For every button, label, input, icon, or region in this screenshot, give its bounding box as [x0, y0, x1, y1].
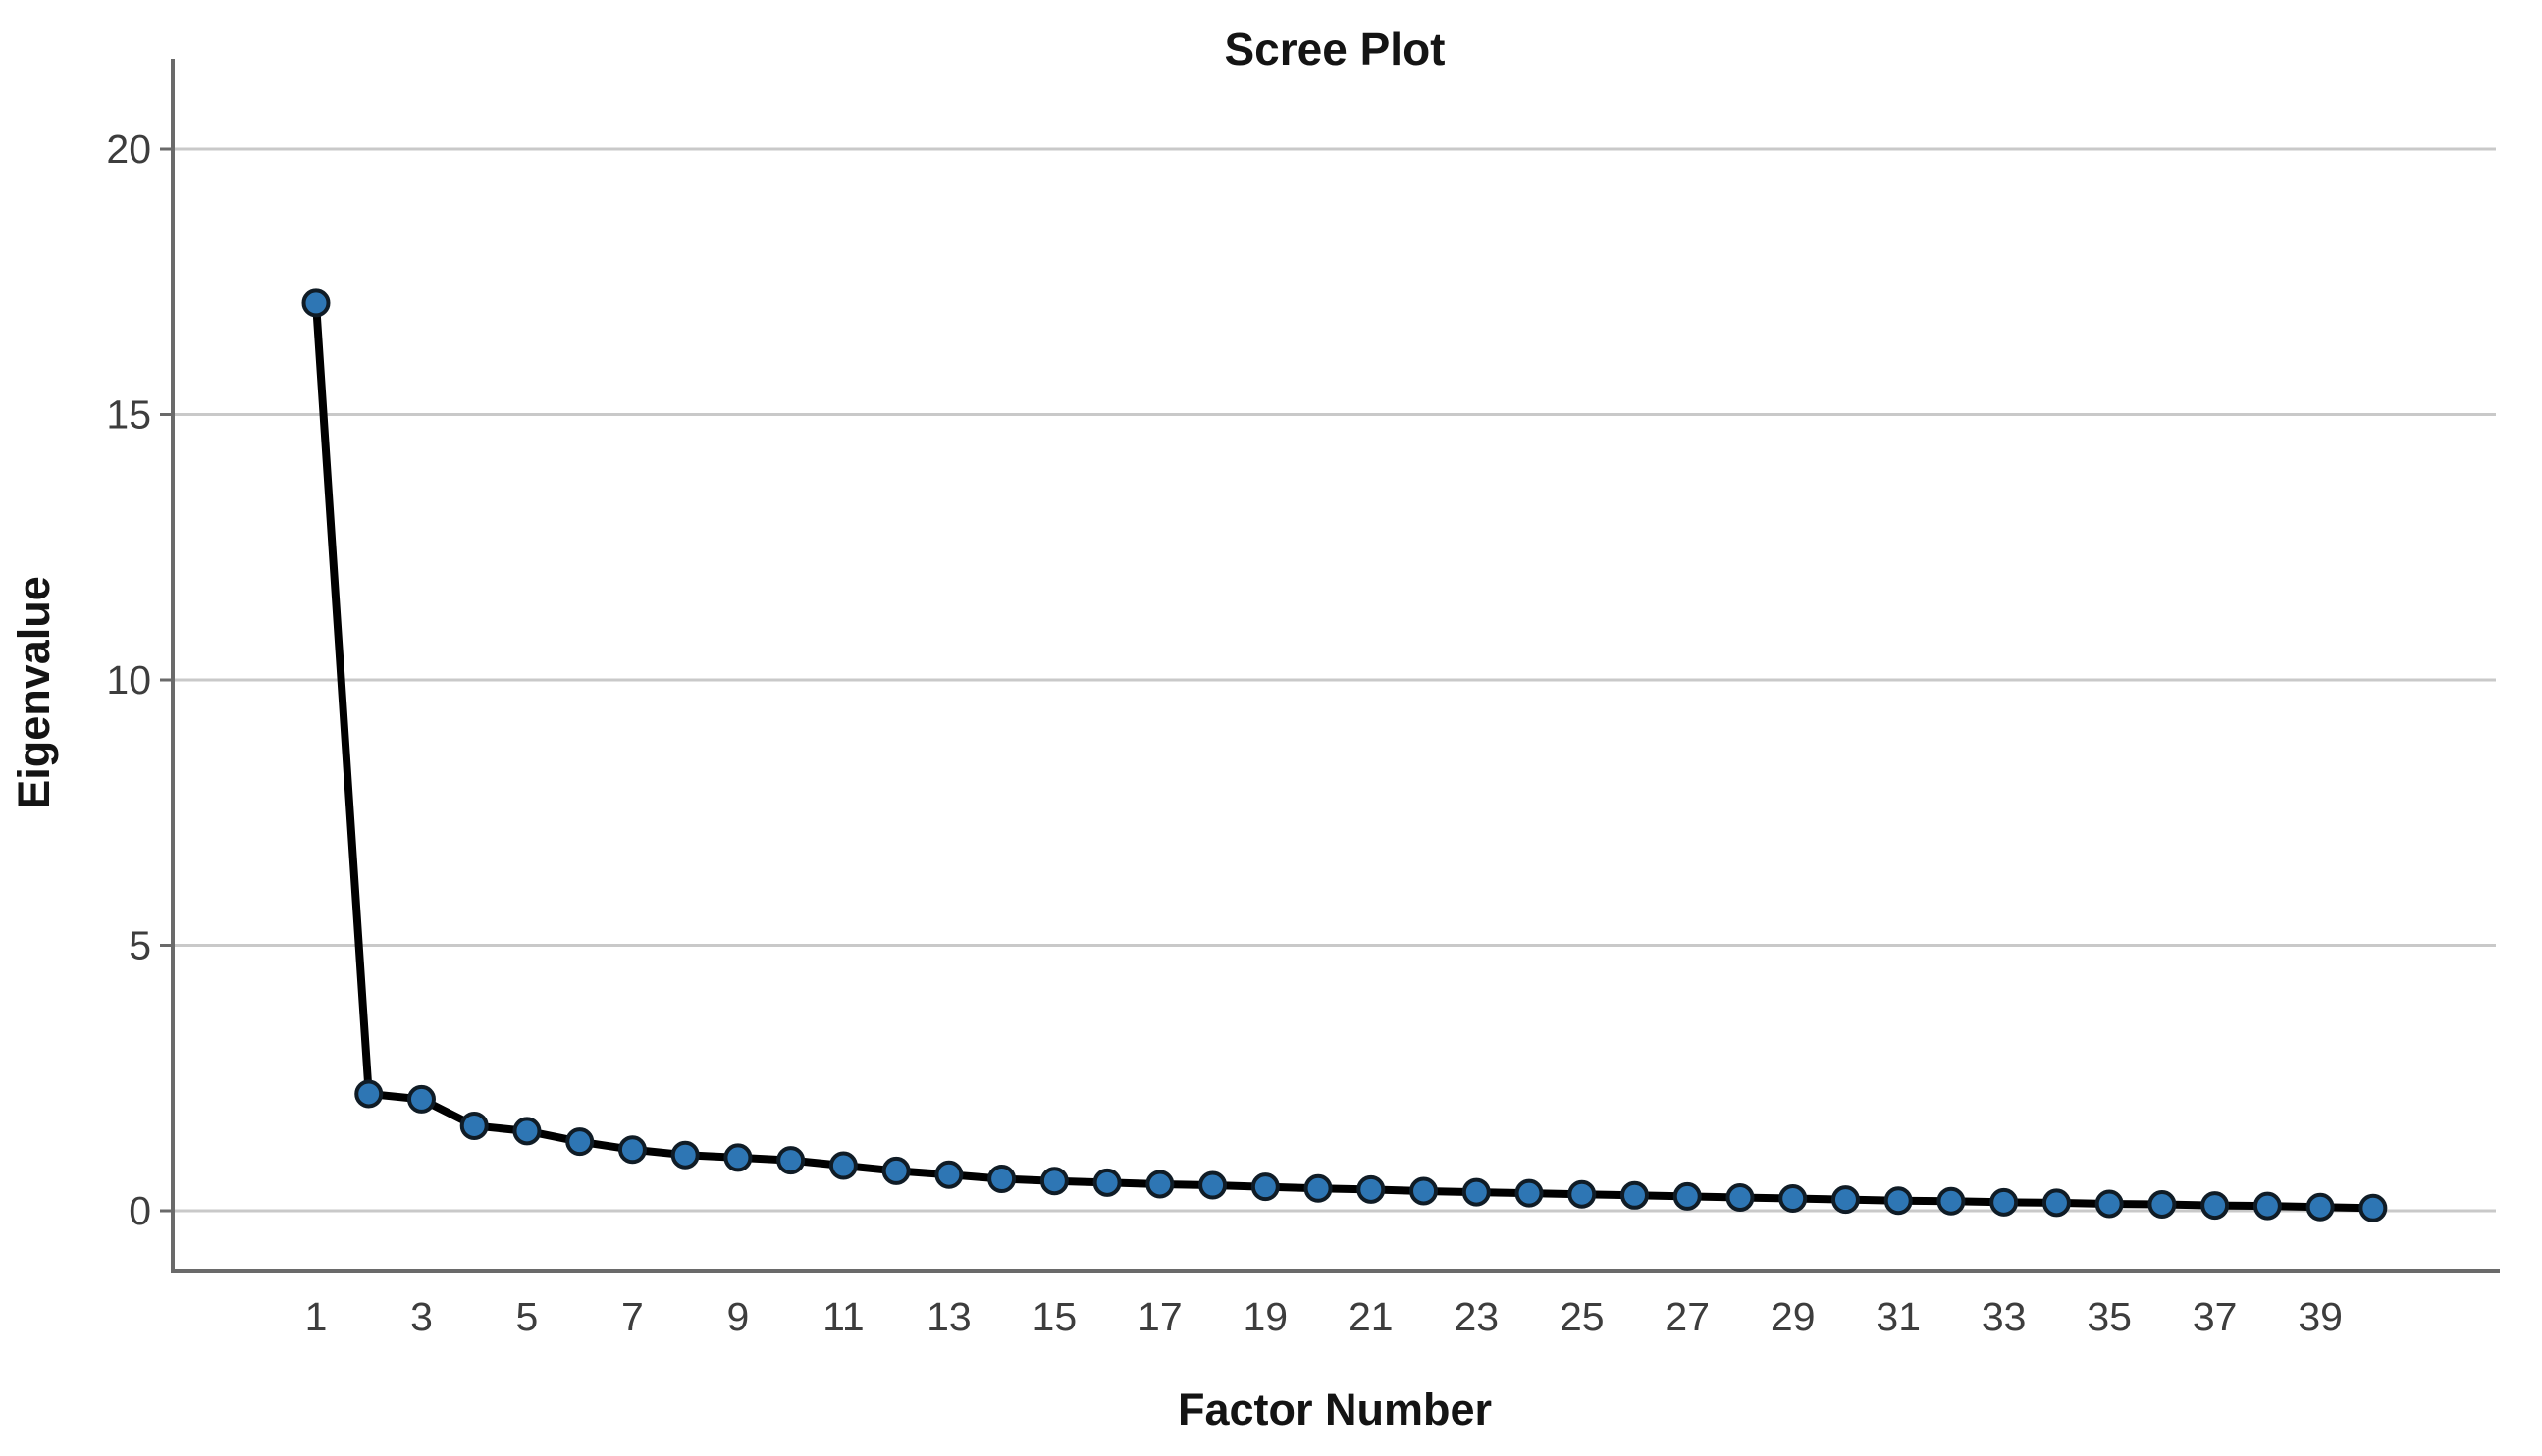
data-point-factor-22: [1409, 1176, 1439, 1206]
data-point-factor-31: [1883, 1186, 1913, 1216]
data-point-factor-10: [776, 1146, 806, 1175]
data-point-factor-4: [459, 1111, 489, 1140]
data-point-factor-33: [1989, 1187, 2019, 1217]
data-point-factor-9: [723, 1143, 753, 1172]
data-point-factor-7: [617, 1135, 647, 1165]
axes: [160, 59, 2500, 1273]
data-point-factor-11: [828, 1151, 858, 1180]
x-tick-label-13: 13: [927, 1294, 972, 1339]
eigenvalue-line: [312, 298, 2377, 1213]
data-point-factor-34: [2041, 1188, 2071, 1218]
data-point-factor-29: [1778, 1184, 1808, 1214]
data-point-factor-15: [1039, 1167, 1069, 1196]
x-tick-label-35: 35: [2087, 1294, 2132, 1339]
x-tick-label-17: 17: [1138, 1294, 1183, 1339]
x-tick-label-25: 25: [1560, 1294, 1605, 1339]
data-point-factor-13: [934, 1160, 964, 1189]
data-point-factor-25: [1567, 1179, 1597, 1209]
data-point-factor-36: [2147, 1190, 2177, 1220]
data-points: [301, 288, 2388, 1222]
x-tick-label-15: 15: [1033, 1294, 1078, 1339]
x-tick-label-7: 7: [621, 1294, 644, 1339]
y-tick-label-0: 0: [129, 1188, 151, 1233]
x-tick-label-33: 33: [1982, 1294, 2027, 1339]
x-axis-title: Factor Number: [1178, 1384, 1492, 1434]
data-point-factor-38: [2252, 1191, 2282, 1221]
y-axis-tick-labels: 0 5 10 15 20: [106, 127, 151, 1233]
data-point-factor-20: [1303, 1173, 1333, 1203]
data-point-factor-27: [1672, 1181, 1702, 1211]
x-tick-label-37: 37: [2193, 1294, 2238, 1339]
y-tick-label-10: 10: [106, 657, 151, 702]
data-point-factor-16: [1092, 1168, 1122, 1197]
data-point-factor-24: [1514, 1178, 1544, 1208]
gridlines: [173, 147, 2496, 1213]
data-point-factor-3: [406, 1084, 436, 1114]
data-point-factor-35: [2094, 1189, 2124, 1219]
x-tick-label-23: 23: [1454, 1294, 1499, 1339]
data-point-factor-28: [1725, 1182, 1755, 1212]
x-tick-label-27: 27: [1665, 1294, 1710, 1339]
y-tick-label-15: 15: [106, 392, 151, 438]
chart-title: Scree Plot: [1225, 24, 1446, 75]
x-tick-label-5: 5: [516, 1294, 539, 1339]
data-point-factor-2: [354, 1079, 384, 1109]
data-point-factor-23: [1461, 1177, 1491, 1207]
data-point-factor-17: [1145, 1170, 1175, 1199]
x-tick-label-1: 1: [305, 1294, 328, 1339]
y-axis-title: Eigenvalue: [9, 576, 59, 809]
x-tick-label-29: 29: [1771, 1294, 1816, 1339]
data-point-factor-32: [1936, 1186, 1966, 1216]
x-tick-label-3: 3: [410, 1294, 433, 1339]
data-point-factor-18: [1198, 1170, 1228, 1200]
data-point-factor-1: [301, 288, 331, 318]
data-point-factor-40: [2358, 1193, 2388, 1222]
x-tick-label-39: 39: [2298, 1294, 2343, 1339]
data-point-factor-30: [1830, 1185, 1860, 1215]
data-point-factor-39: [2305, 1192, 2335, 1222]
x-axis-tick-labels: 1 3 5 7 9 11 13 15 17 19 21 23 25 27 29 31 33 35 37 39: [305, 1294, 2343, 1339]
x-tick-label-19: 19: [1244, 1294, 1289, 1339]
y-tick-label-5: 5: [129, 923, 151, 968]
data-point-factor-8: [670, 1140, 700, 1170]
data-point-factor-5: [512, 1117, 542, 1146]
x-tick-label-9: 9: [727, 1294, 750, 1339]
x-tick-label-31: 31: [1876, 1294, 1921, 1339]
data-point-factor-37: [2200, 1191, 2230, 1221]
series-line: [312, 298, 2377, 1213]
data-point-factor-21: [1356, 1174, 1386, 1204]
data-point-factor-19: [1250, 1172, 1280, 1202]
y-tick-label-20: 20: [106, 127, 151, 172]
data-point-factor-26: [1620, 1180, 1649, 1210]
x-tick-label-11: 11: [822, 1294, 865, 1339]
data-point-factor-12: [881, 1156, 911, 1185]
data-point-factor-6: [565, 1127, 595, 1157]
x-tick-label-21: 21: [1349, 1294, 1394, 1339]
data-point-factor-14: [987, 1165, 1017, 1194]
